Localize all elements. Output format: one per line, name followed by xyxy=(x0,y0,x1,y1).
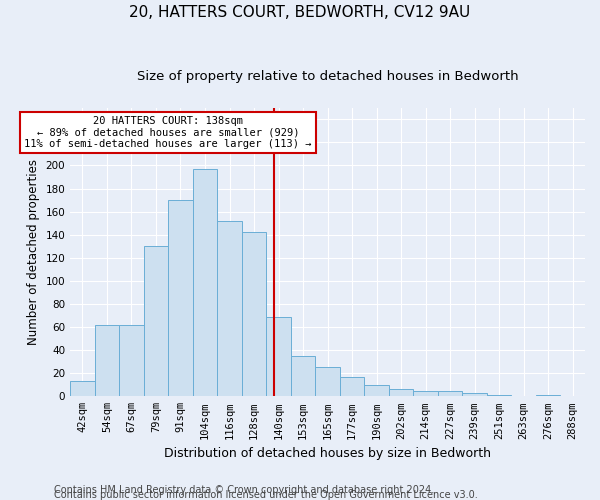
Bar xyxy=(242,232,266,396)
Text: 20, HATTERS COURT, BEDWORTH, CV12 9AU: 20, HATTERS COURT, BEDWORTH, CV12 9AU xyxy=(130,5,470,20)
Bar xyxy=(364,385,389,396)
Bar xyxy=(70,382,95,396)
Bar xyxy=(266,316,291,396)
Bar xyxy=(217,221,242,396)
Bar xyxy=(340,376,364,396)
Text: 20 HATTERS COURT: 138sqm
← 89% of detached houses are smaller (929)
11% of semi-: 20 HATTERS COURT: 138sqm ← 89% of detach… xyxy=(25,116,312,149)
X-axis label: Distribution of detached houses by size in Bedworth: Distribution of detached houses by size … xyxy=(164,447,491,460)
Bar xyxy=(193,169,217,396)
Title: Size of property relative to detached houses in Bedworth: Size of property relative to detached ho… xyxy=(137,70,518,83)
Bar xyxy=(389,390,413,396)
Bar xyxy=(95,325,119,396)
Bar xyxy=(413,390,438,396)
Bar xyxy=(438,390,463,396)
Bar xyxy=(119,325,144,396)
Bar xyxy=(487,395,511,396)
Bar xyxy=(291,356,316,397)
Bar xyxy=(168,200,193,396)
Bar xyxy=(463,393,487,396)
Bar xyxy=(144,246,168,396)
Bar xyxy=(316,368,340,396)
Y-axis label: Number of detached properties: Number of detached properties xyxy=(27,159,40,345)
Bar xyxy=(536,395,560,396)
Text: Contains public sector information licensed under the Open Government Licence v3: Contains public sector information licen… xyxy=(54,490,478,500)
Text: Contains HM Land Registry data © Crown copyright and database right 2024.: Contains HM Land Registry data © Crown c… xyxy=(54,485,434,495)
